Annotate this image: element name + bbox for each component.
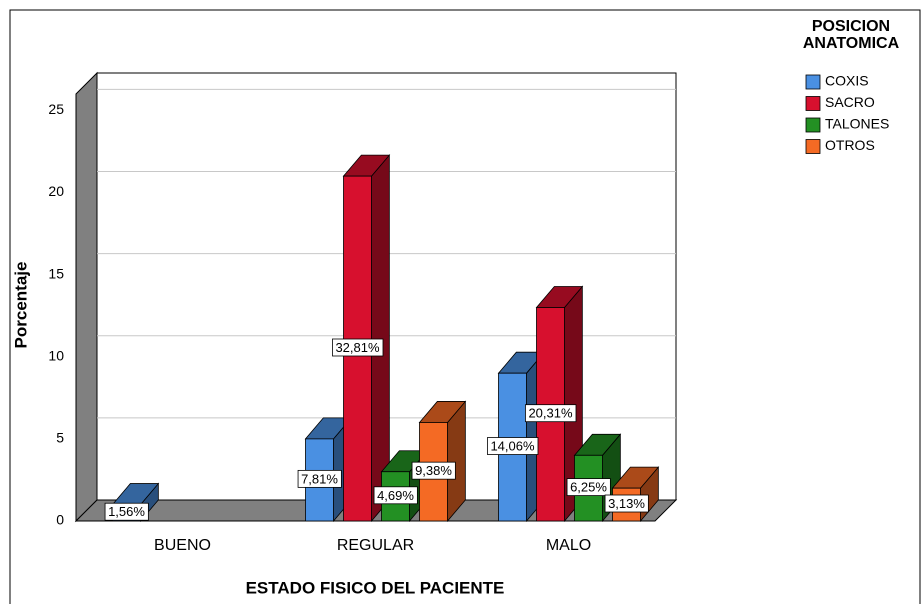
legend-swatch (805, 139, 821, 154)
frame (9, 9, 921, 604)
legend-label: TALONES (825, 116, 889, 132)
data-label-box (411, 461, 456, 480)
x-axis-title: ESTADO FISICO DEL PACIENTE (246, 578, 505, 597)
data-label-box (566, 478, 611, 496)
data-label: 32,81% (335, 340, 380, 355)
legend-swatch (805, 117, 821, 133)
left-wall (75, 71, 98, 523)
data-label: 1,56% (108, 504, 145, 519)
data-label-box (373, 486, 418, 505)
y-tick-label: 10 (48, 347, 64, 363)
bar (418, 400, 467, 523)
y-tick-label: 15 (48, 265, 64, 281)
legend-title: POSICION ANATOMICA (802, 18, 900, 52)
x-tick-label: REGULAR (337, 537, 414, 554)
data-label-box (104, 502, 149, 521)
data-label: 14,06% (490, 439, 535, 454)
data-label-box (487, 437, 539, 455)
legend-label: COXIS (825, 73, 869, 89)
legend-swatch (805, 74, 821, 90)
data-label: 6,25% (570, 480, 607, 495)
legend-swatch (805, 96, 821, 111)
data-label: 9,38% (415, 463, 452, 478)
data-label-box (604, 494, 649, 513)
legend-label: OTROS (825, 137, 875, 153)
data-label: 4,69% (377, 488, 414, 503)
data-label: 20,31% (528, 406, 573, 421)
y-tick-label: 25 (48, 101, 64, 117)
data-label: 7,81% (301, 471, 338, 486)
bar (342, 154, 391, 523)
data-label-box (297, 469, 342, 488)
data-label-box (332, 338, 384, 357)
x-tick-label: BUENO (154, 537, 211, 554)
data-label-box (525, 404, 577, 423)
legend-label: SACRO (825, 94, 875, 110)
y-tick-label: 5 (56, 430, 64, 446)
y-tick-label: 20 (48, 183, 64, 199)
data-label: 3,13% (608, 496, 645, 511)
y-axis-title: Porcentaje (11, 262, 30, 349)
y-tick-label: 0 (56, 512, 64, 528)
x-tick-label: MALO (546, 537, 591, 554)
